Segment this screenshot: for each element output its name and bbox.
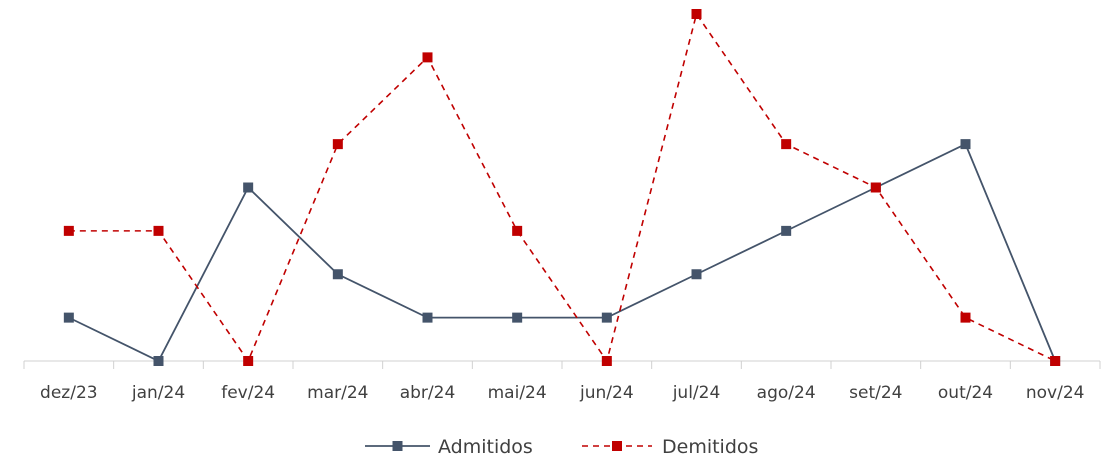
series-line bbox=[68, 142, 1056, 363]
data-point bbox=[691, 269, 702, 280]
data-point bbox=[781, 225, 792, 236]
x-tick-label: mai/24 bbox=[488, 383, 547, 403]
x-tick-label: dez/23 bbox=[40, 383, 98, 403]
x-tick-label: abr/24 bbox=[400, 383, 456, 403]
legend-item-demitidos: Demitidos bbox=[582, 436, 758, 458]
data-point bbox=[960, 139, 971, 150]
x-tick-label: set/24 bbox=[849, 383, 902, 403]
data-point bbox=[691, 9, 702, 19]
legend: Admitidos Demitidos bbox=[365, 436, 758, 458]
data-point bbox=[422, 52, 433, 63]
x-tick-label: fev/24 bbox=[221, 383, 275, 403]
data-point bbox=[870, 182, 881, 193]
data-point bbox=[1050, 356, 1061, 366]
x-tick-label: jan/24 bbox=[131, 383, 185, 403]
data-point bbox=[422, 312, 433, 323]
x-tick-label: jul/24 bbox=[672, 383, 721, 403]
data-point bbox=[243, 182, 254, 193]
x-tick-label: nov/24 bbox=[1026, 383, 1085, 403]
legend-item-admitidos: Admitidos bbox=[365, 436, 533, 458]
data-point bbox=[512, 225, 523, 236]
data-point bbox=[153, 356, 164, 366]
series-line bbox=[68, 12, 1056, 363]
legend-marker bbox=[392, 441, 403, 451]
x-tick-label: ago/24 bbox=[757, 383, 816, 403]
x-tick-label: mar/24 bbox=[307, 383, 368, 403]
data-point bbox=[960, 312, 971, 323]
legend-label: Admitidos bbox=[438, 436, 533, 458]
data-point bbox=[63, 225, 74, 236]
data-point bbox=[601, 312, 612, 323]
data-point bbox=[153, 225, 164, 236]
x-tick-label: out/24 bbox=[938, 383, 993, 403]
series-admitidos bbox=[63, 139, 1061, 366]
data-point bbox=[332, 139, 343, 150]
data-point bbox=[243, 356, 254, 366]
legend-label: Demitidos bbox=[662, 436, 758, 458]
x-axis: dez/23 jan/24 fev/24 mar/24 abr/24 mai/24 jun/… bbox=[23, 360, 1101, 403]
data-point bbox=[512, 312, 523, 323]
series-demitidos bbox=[63, 9, 1061, 366]
data-point bbox=[332, 269, 343, 280]
data-point bbox=[63, 312, 74, 323]
x-tick-label: jun/24 bbox=[579, 383, 634, 403]
data-point bbox=[601, 356, 612, 366]
legend-marker bbox=[612, 441, 622, 451]
data-point bbox=[781, 139, 792, 150]
plot-area bbox=[63, 9, 1061, 366]
